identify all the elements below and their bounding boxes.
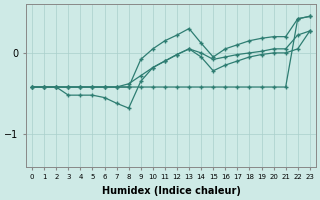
X-axis label: Humidex (Indice chaleur): Humidex (Indice chaleur) bbox=[101, 186, 240, 196]
